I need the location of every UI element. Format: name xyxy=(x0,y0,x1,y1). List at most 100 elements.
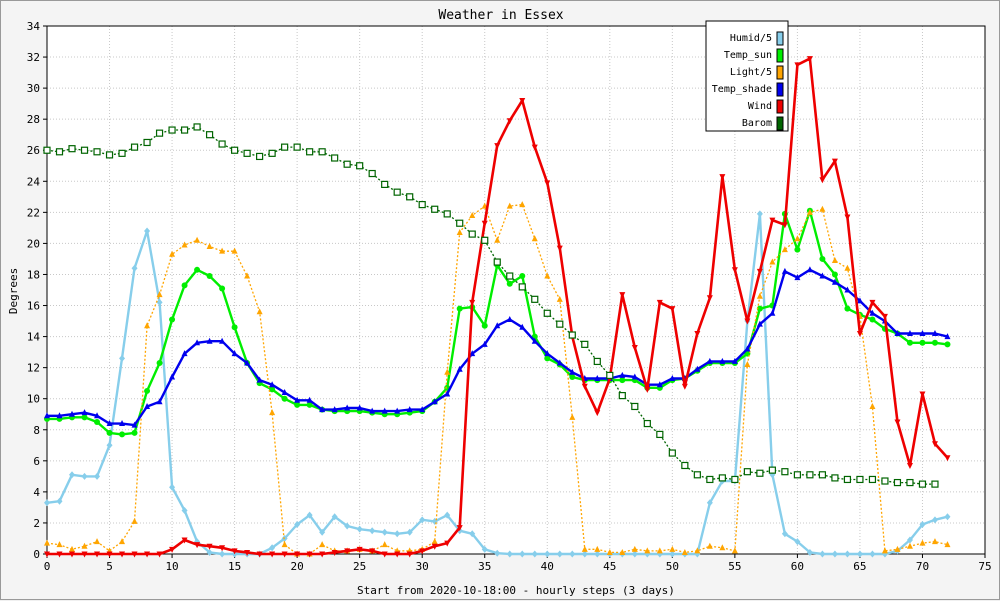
data-point xyxy=(606,548,613,555)
data-point xyxy=(156,291,163,298)
y-tick-label: 4 xyxy=(33,486,40,499)
data-point xyxy=(206,243,213,250)
data-point xyxy=(131,421,138,428)
data-point xyxy=(456,305,463,312)
data-point xyxy=(481,322,488,329)
data-point xyxy=(169,373,176,380)
data-point xyxy=(81,542,88,549)
data-point xyxy=(681,383,688,390)
data-point xyxy=(281,143,289,151)
data-point xyxy=(594,545,601,552)
data-point xyxy=(219,337,226,344)
data-point xyxy=(269,386,276,393)
x-tick-label: 30 xyxy=(416,560,429,573)
data-point xyxy=(919,339,926,346)
data-point xyxy=(643,419,651,428)
data-point xyxy=(343,160,351,168)
data-point xyxy=(844,550,851,558)
data-point xyxy=(519,273,526,280)
data-point xyxy=(306,511,313,519)
data-point xyxy=(319,406,326,413)
y-tick-label: 34 xyxy=(27,20,41,33)
data-point xyxy=(131,429,138,436)
data-point xyxy=(869,316,876,323)
data-point xyxy=(794,235,801,242)
data-point xyxy=(881,477,889,485)
legend-swatch xyxy=(776,48,784,63)
data-point xyxy=(543,309,551,317)
data-point xyxy=(569,550,576,558)
x-tick-label: 25 xyxy=(353,560,366,573)
data-point xyxy=(744,345,751,352)
data-point xyxy=(481,236,489,244)
data-point xyxy=(56,551,63,558)
data-point xyxy=(731,547,738,554)
data-point xyxy=(506,118,513,125)
data-point xyxy=(618,392,626,400)
data-point xyxy=(931,441,938,448)
data-point xyxy=(931,480,939,488)
data-point xyxy=(194,236,201,243)
data-point xyxy=(906,462,913,469)
data-point xyxy=(319,551,326,558)
data-point xyxy=(219,247,226,254)
data-point xyxy=(919,520,926,528)
x-tick-label: 15 xyxy=(228,560,241,573)
data-point xyxy=(56,541,63,548)
data-point xyxy=(456,229,463,236)
data-point xyxy=(944,455,951,462)
data-point xyxy=(556,245,563,252)
data-point xyxy=(919,391,926,398)
data-point xyxy=(306,401,313,408)
data-point xyxy=(219,545,226,552)
data-point xyxy=(306,551,313,558)
legend-swatch xyxy=(776,82,784,97)
data-point xyxy=(144,227,151,235)
x-tick-label: 50 xyxy=(666,560,679,573)
data-point xyxy=(219,550,226,558)
data-point xyxy=(456,525,463,532)
data-point xyxy=(869,299,876,306)
data-point xyxy=(44,499,50,507)
data-point xyxy=(144,322,151,329)
data-point xyxy=(681,461,689,470)
data-point xyxy=(419,516,426,524)
data-point xyxy=(844,286,851,293)
data-point xyxy=(406,406,413,413)
data-point xyxy=(768,466,776,474)
data-point xyxy=(381,407,388,414)
data-point xyxy=(856,475,864,484)
plot-area xyxy=(47,26,985,554)
x-tick-label: 65 xyxy=(853,560,866,573)
data-point xyxy=(81,409,88,416)
data-point xyxy=(168,126,176,134)
data-point xyxy=(669,306,676,313)
data-point xyxy=(506,272,514,280)
data-point xyxy=(881,313,888,320)
data-point xyxy=(719,174,726,181)
data-point xyxy=(668,449,676,457)
x-tick-label: 70 xyxy=(916,560,929,573)
data-point xyxy=(744,318,751,325)
data-point xyxy=(194,339,201,346)
data-point xyxy=(718,474,726,482)
data-point xyxy=(294,520,301,528)
data-point xyxy=(706,357,713,364)
data-point xyxy=(619,371,626,378)
data-point xyxy=(931,329,938,336)
data-point xyxy=(469,350,476,357)
data-point xyxy=(331,154,339,162)
y-tick-label: 12 xyxy=(27,362,40,375)
data-point xyxy=(306,396,313,403)
y-tick-label: 28 xyxy=(27,113,40,126)
legend-label: Barom xyxy=(742,118,772,129)
data-point xyxy=(443,210,451,218)
data-point xyxy=(131,551,138,558)
y-tick-label: 10 xyxy=(27,393,40,406)
data-point xyxy=(756,305,763,312)
x-tick-label: 75 xyxy=(978,560,991,573)
data-point xyxy=(394,407,401,414)
data-point xyxy=(94,472,101,480)
data-point xyxy=(694,547,701,554)
